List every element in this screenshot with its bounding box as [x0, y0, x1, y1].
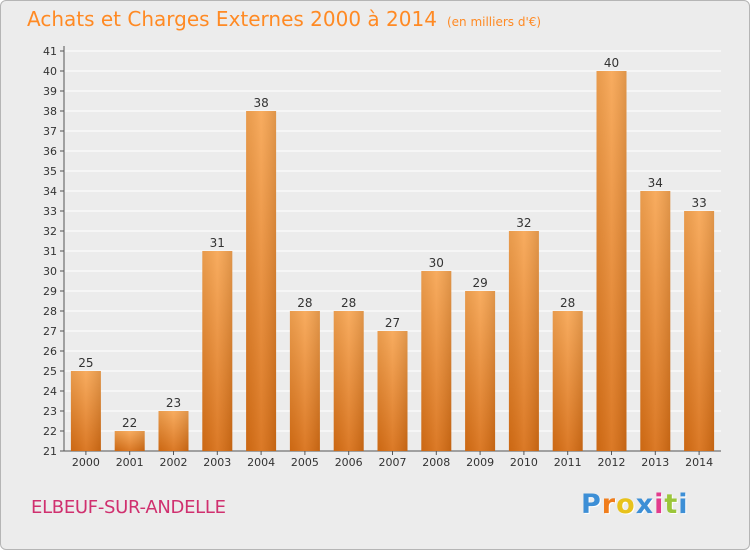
bar-shade-2003 — [202, 251, 233, 451]
logo-letter-6: i — [678, 489, 689, 520]
data-label-2008: 30 — [429, 256, 444, 270]
data-label-2005: 28 — [297, 296, 312, 310]
y-tick-label-24: 24 — [43, 385, 57, 398]
y-tick-label-22: 22 — [43, 425, 57, 438]
logo-letter-1: r — [601, 489, 617, 520]
data-label-2007: 27 — [385, 316, 400, 330]
bar-shade-2001 — [114, 431, 145, 451]
bar-shade-2011 — [552, 311, 583, 451]
data-label-2001: 22 — [122, 416, 137, 430]
bar-shade-2002 — [158, 411, 189, 451]
data-label-2014: 33 — [691, 196, 706, 210]
bar-shade-2004 — [246, 111, 277, 451]
y-tick-label-36: 36 — [43, 145, 57, 158]
y-tick-label-21: 21 — [43, 445, 57, 458]
chart-title-text: Achats et Charges Externes 2000 à 2014 — [27, 7, 437, 31]
logo-letter-2: o — [616, 489, 636, 520]
bar-shade-2010 — [508, 231, 539, 451]
x-tick-label-2003: 2003 — [203, 456, 231, 469]
x-tick-label-2005: 2005 — [291, 456, 319, 469]
y-tick-label-40: 40 — [43, 65, 57, 78]
data-label-2006: 28 — [341, 296, 356, 310]
bar-shade-2000 — [70, 371, 101, 451]
bar-shade-2005 — [289, 311, 320, 451]
y-tick-label-35: 35 — [43, 165, 57, 178]
proxiti-logo: Proxiti — [581, 489, 689, 520]
data-label-2012: 40 — [604, 56, 619, 70]
x-tick-label-2004: 2004 — [247, 456, 275, 469]
y-tick-label-33: 33 — [43, 205, 57, 218]
logo-letter-3: x — [635, 489, 655, 520]
y-tick-label-28: 28 — [43, 305, 57, 318]
x-tick-label-2009: 2009 — [466, 456, 494, 469]
location-label: ELBEUF-SUR-ANDELLE — [31, 497, 226, 518]
y-tick-label-29: 29 — [43, 285, 57, 298]
bar-shade-2007 — [377, 331, 408, 451]
bar-shade-2009 — [465, 291, 496, 451]
data-label-2010: 32 — [516, 216, 531, 230]
bar-shade-2012 — [596, 71, 627, 451]
chart-unit-label: (en milliers d'€) — [446, 15, 542, 29]
x-tick-label-2001: 2001 — [116, 456, 144, 469]
bar-shade-2014 — [684, 211, 715, 451]
data-label-2002: 23 — [166, 396, 181, 410]
y-tick-label-26: 26 — [43, 345, 57, 358]
bars — [70, 71, 715, 451]
y-tick-label-34: 34 — [43, 185, 57, 198]
y-tick-labels: 21 22 23 24 25 26 27 28 29 30 31 32 33 34 35 36 37 38 39 40… — [43, 45, 57, 458]
x-tick-labels: 2000 2001 2002 2003 2004 2005 2006 2007 2008 2009… — [72, 456, 713, 469]
data-label-2004: 38 — [253, 96, 268, 110]
x-tick-label-2012: 2012 — [598, 456, 626, 469]
y-tick-label-37: 37 — [43, 125, 57, 138]
y-tick-label-38: 38 — [43, 105, 57, 118]
data-label-2003: 31 — [210, 236, 225, 250]
y-tick-label-30: 30 — [43, 265, 57, 278]
x-tick-label-2010: 2010 — [510, 456, 538, 469]
data-label-2011: 28 — [560, 296, 575, 310]
y-tick-label-23: 23 — [43, 405, 57, 418]
x-tick-label-2002: 2002 — [160, 456, 188, 469]
x-tick-label-2007: 2007 — [379, 456, 407, 469]
y-tick-label-41: 41 — [43, 45, 57, 58]
y-tick-label-32: 32 — [43, 225, 57, 238]
bar-shade-2013 — [640, 191, 671, 451]
x-tick-label-2000: 2000 — [72, 456, 100, 469]
x-tick-label-2008: 2008 — [422, 456, 450, 469]
data-labels: 25 22 23 31 38 28 28 27 30 29 32 28 40 34 33 — [78, 56, 706, 430]
bar-shade-2008 — [421, 271, 452, 451]
logo-letter-0: P — [581, 489, 602, 520]
bar-shade-2006 — [333, 311, 364, 451]
y-tick-label-31: 31 — [43, 245, 57, 258]
x-tick-label-2013: 2013 — [641, 456, 669, 469]
y-tick-label-39: 39 — [43, 85, 57, 98]
logo-letter-5: t — [664, 489, 679, 520]
data-label-2000: 25 — [78, 356, 93, 370]
chart-title: Achats et Charges Externes 2000 à 2014 (e… — [27, 7, 541, 31]
logo-letter-4: i — [654, 489, 665, 520]
y-tick-label-25: 25 — [43, 365, 57, 378]
data-label-2013: 34 — [648, 176, 663, 190]
x-tick-label-2006: 2006 — [335, 456, 363, 469]
y-tick-label-27: 27 — [43, 325, 57, 338]
x-tick-label-2011: 2011 — [554, 456, 582, 469]
x-tick-label-2014: 2014 — [685, 456, 713, 469]
data-label-2009: 29 — [472, 276, 487, 290]
